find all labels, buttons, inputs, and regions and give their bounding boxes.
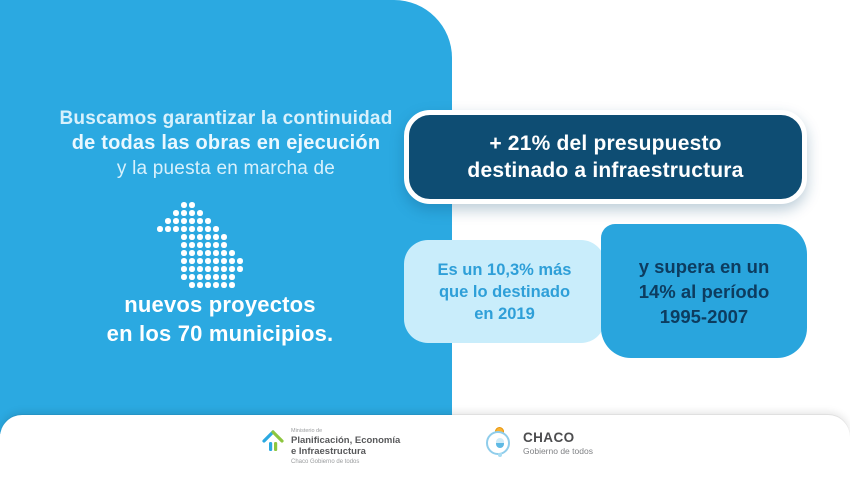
ministry-text: Ministerio de Planificación, Economía e … bbox=[291, 428, 400, 465]
ministry-logo: Ministerio de Planificación, Economía e … bbox=[262, 428, 400, 465]
comparison-2019-card: Es un 10,3% más que lo destinado en 2019 bbox=[404, 240, 605, 343]
ministry-tagline: Chaco Gobierno de todos bbox=[291, 459, 360, 465]
ministry-house-arrow-icon bbox=[262, 428, 284, 459]
comparison-period-range: 1995-2007 bbox=[659, 305, 749, 327]
comparison-2019-text-3: en bbox=[474, 304, 499, 323]
comparison-period-line-2: 14% al período bbox=[601, 279, 807, 304]
comparison-2019-text-2: más bbox=[533, 260, 572, 279]
chaco-coat-of-arms-icon bbox=[486, 427, 514, 459]
comparison-period-text: al período bbox=[675, 280, 770, 302]
comparison-period-card: y supera en un 14% al período 1995-2007 bbox=[601, 224, 807, 358]
left-info-panel: Buscamos garantizar la continuidad de to… bbox=[0, 0, 452, 434]
footer-bar: Ministerio de Planificación, Economía e … bbox=[0, 415, 850, 478]
comparison-2019-line-2: que lo destinado bbox=[438, 282, 571, 301]
chaco-map-dots-icon bbox=[156, 201, 244, 289]
budget-stat-line-2: destinado a infraestructura bbox=[467, 159, 744, 182]
chaco-name: CHACO bbox=[523, 429, 575, 445]
highlight-text: nuevos proyectos en los 70 municipios. bbox=[0, 290, 440, 348]
comparison-2019-line-1: Es un 10,3% más bbox=[404, 259, 605, 281]
comparison-2019-year: 2019 bbox=[498, 304, 535, 323]
ministry-name-line-1: Planificación, Economía bbox=[291, 435, 401, 446]
comparison-2019-value: 10,3% bbox=[487, 260, 534, 279]
comparison-period-value: 14% bbox=[638, 280, 676, 302]
budget-stat-card: + 21% del presupuesto destinado a infrae… bbox=[404, 110, 807, 204]
intro-line-3: y la puesta en marcha de bbox=[116, 158, 336, 179]
comparison-period-line-1: y supera en un bbox=[638, 255, 770, 277]
highlight-line-2: en los 70 municipios. bbox=[106, 321, 334, 346]
intro-line-2: de todas las obras en ejecución bbox=[71, 132, 381, 154]
ministry-overline: Ministerio de bbox=[291, 428, 323, 434]
budget-stat-line-1: + 21% del presupuesto bbox=[489, 132, 722, 155]
chaco-government-logo: CHACO Gobierno de todos bbox=[486, 427, 593, 459]
comparison-2019-line-3: en 2019 bbox=[404, 303, 605, 325]
highlight-line-1: nuevos proyectos bbox=[124, 292, 316, 317]
ministry-name-line-2: e Infraestructura bbox=[291, 446, 366, 457]
comparison-2019-text: Es un bbox=[437, 260, 488, 279]
intro-text: Buscamos garantizar la continuidad de to… bbox=[0, 106, 452, 181]
chaco-tagline: Gobierno de todos bbox=[523, 445, 593, 456]
intro-line-1: Buscamos garantizar la continuidad bbox=[59, 108, 393, 129]
comparison-period-line-3: 1995-2007 bbox=[601, 304, 807, 329]
chaco-text: CHACO Gobierno de todos bbox=[523, 429, 593, 456]
